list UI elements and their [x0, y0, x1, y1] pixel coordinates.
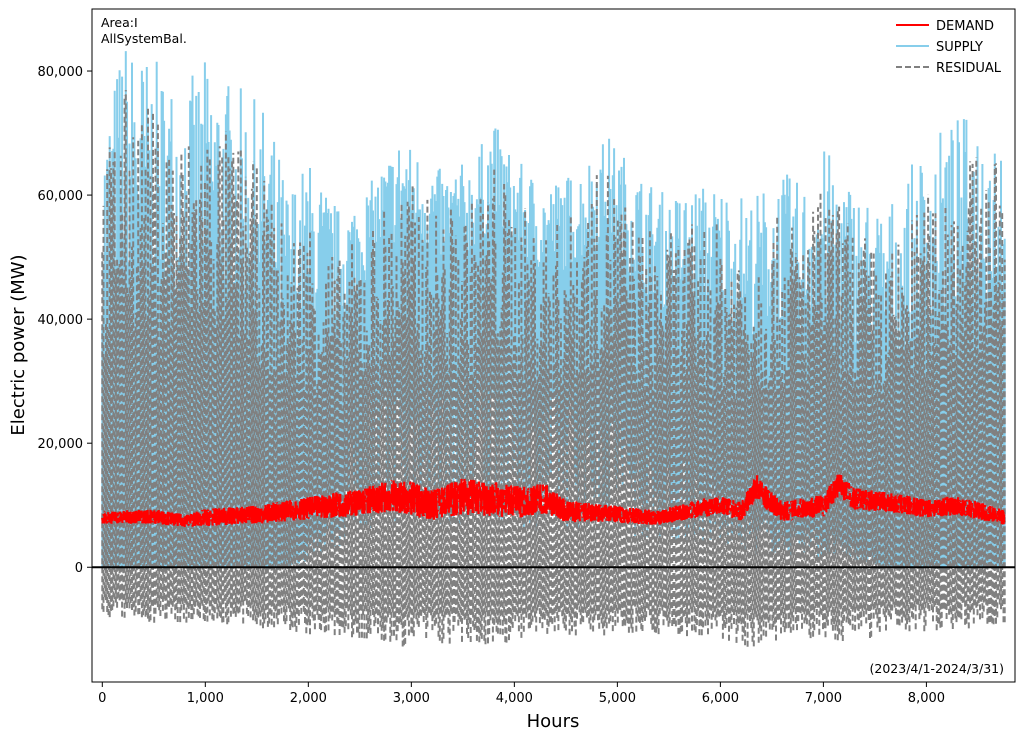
y-tick-label: 20,000 — [38, 437, 84, 452]
plot-frame — [91, 8, 1016, 683]
y-tick-label: 60,000 — [38, 189, 84, 204]
legend: DEMAND SUPPLY RESIDUAL — [896, 19, 1002, 76]
period-annotation: (2023/4/1-2024/3/31) — [870, 661, 1005, 676]
x-tick-label: 2,000 — [290, 691, 327, 706]
y-tick-label: 40,000 — [38, 313, 84, 328]
x-tick-label: 3,000 — [393, 691, 430, 706]
legend-label-residual: RESIDUAL — [936, 61, 1002, 76]
x-tick-label: 7,000 — [805, 691, 842, 706]
x-tick-label: 5,000 — [599, 691, 636, 706]
x-tick-label: 8,000 — [908, 691, 945, 706]
demand-series-line — [101, 474, 1006, 528]
mode-annotation: AllSystemBal. — [101, 31, 187, 46]
x-tick-label: 6,000 — [702, 691, 739, 706]
x-axis-title: Hours — [527, 711, 580, 732]
x-axis-ticks: 0 1,000 2,000 3,000 4,000 5,000 6,000 7,000 8,00… — [98, 682, 945, 706]
y-tick-label: 0 — [75, 561, 83, 576]
legend-label-demand: DEMAND — [936, 19, 994, 34]
y-axis-ticks: 0 20,000 40,000 60,000 80,000 — [38, 65, 92, 576]
y-tick-label: 80,000 — [38, 65, 84, 80]
x-tick-label: 1,000 — [187, 691, 224, 706]
legend-label-supply: SUPPLY — [936, 40, 983, 55]
series-layer — [101, 51, 1006, 647]
x-tick-label: 4,000 — [496, 691, 533, 706]
area-annotation: Area:I — [101, 15, 138, 30]
y-axis-title: Electric power (MW) — [8, 254, 29, 435]
residual-series-line — [101, 90, 1006, 647]
x-tick-label: 0 — [98, 691, 106, 706]
